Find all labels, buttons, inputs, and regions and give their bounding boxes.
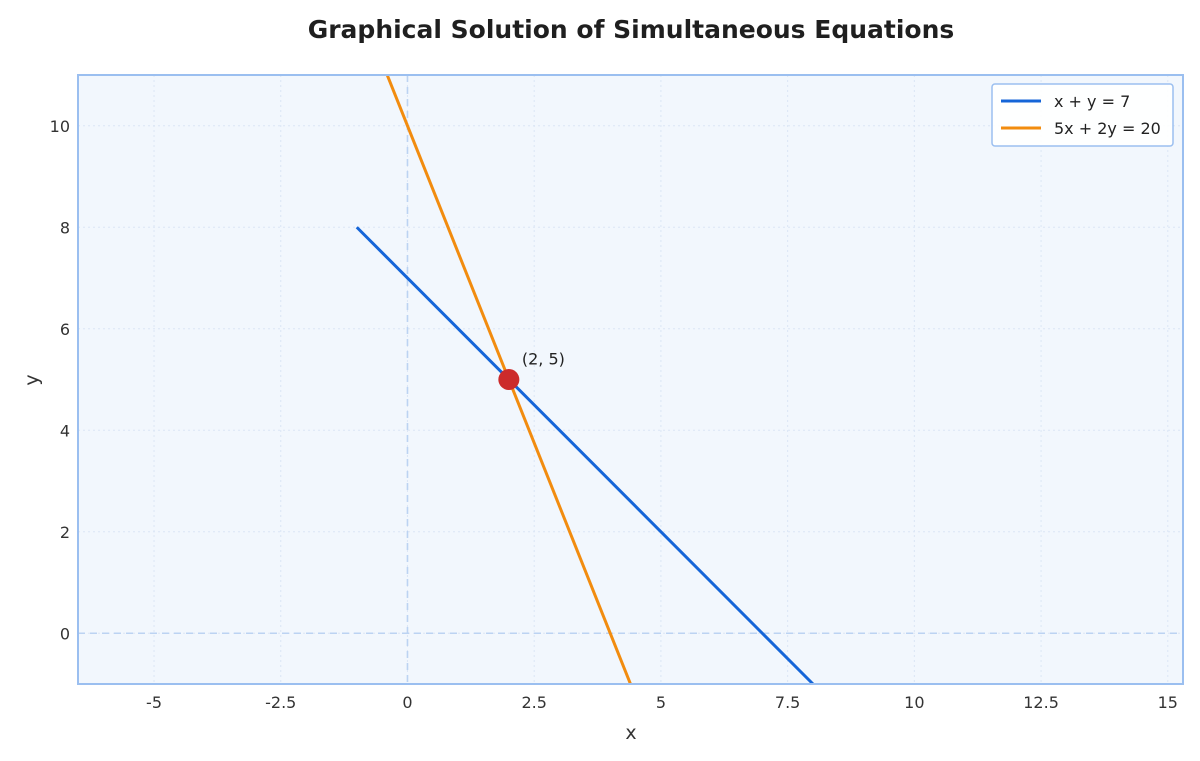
y-tick-label-3: 6 bbox=[60, 320, 70, 339]
y-tick-label-5: 10 bbox=[50, 117, 70, 136]
x-tick-label-3: 2.5 bbox=[521, 693, 546, 712]
intersection-point bbox=[498, 369, 520, 390]
x-tick-label-4: 5 bbox=[656, 693, 666, 712]
x-tick-label-8: 15 bbox=[1158, 693, 1178, 712]
x-tick-label-1: -2.5 bbox=[265, 693, 296, 712]
y-tick-labels: 0 2 4 6 8 10 bbox=[50, 117, 70, 644]
y-tick-label-1: 2 bbox=[60, 523, 70, 542]
x-tick-label-0: -5 bbox=[146, 693, 162, 712]
x-tick-label-6: 10 bbox=[904, 693, 924, 712]
legend-label-1: x + y = 7 bbox=[1054, 92, 1130, 111]
chart-title: Graphical Solution of Simultaneous Equat… bbox=[308, 15, 955, 44]
plot-area: (2, 5) bbox=[77, 74, 1184, 685]
legend: x + y = 7 5x + 2y = 20 bbox=[991, 83, 1174, 147]
x-tick-label-7: 12.5 bbox=[1023, 693, 1059, 712]
zero-lines bbox=[78, 75, 1183, 684]
series-line-1 bbox=[355, 226, 815, 684]
y-tick-label-0: 0 bbox=[60, 624, 70, 643]
y-tick-label-4: 8 bbox=[60, 218, 70, 237]
x-tick-labels: -5 -2.5 0 2.5 5 7.5 10 12.5 15 bbox=[146, 693, 1178, 712]
plot-frame bbox=[77, 74, 1184, 685]
legend-label-2: 5x + 2y = 20 bbox=[1054, 119, 1161, 138]
y-tick-label-2: 4 bbox=[60, 421, 70, 440]
x-tick-label-2: 0 bbox=[402, 693, 412, 712]
x-axis-label: x bbox=[625, 722, 636, 744]
plot-background bbox=[78, 75, 1183, 684]
x-tick-label-5: 7.5 bbox=[775, 693, 800, 712]
intersection-group: (2, 5) bbox=[498, 350, 565, 390]
intersection-label: (2, 5) bbox=[522, 350, 565, 369]
y-axis-label: y bbox=[21, 374, 43, 385]
